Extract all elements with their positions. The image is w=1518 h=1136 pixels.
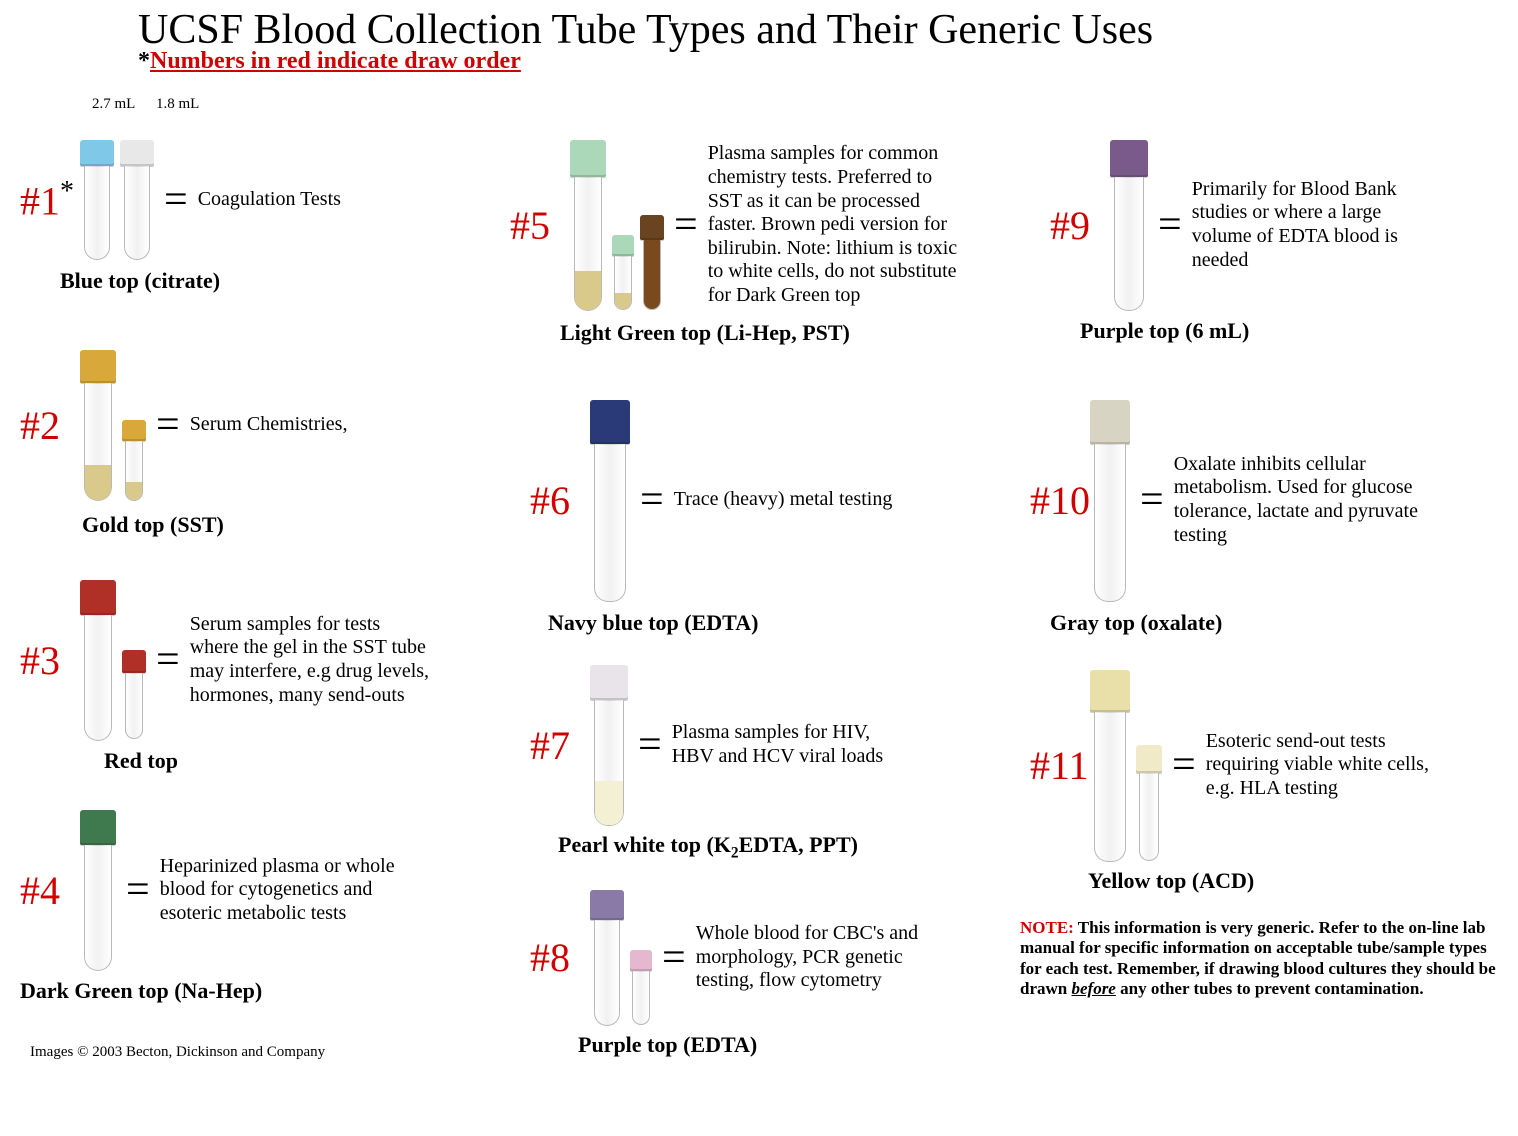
label-10: Gray top (oxalate) xyxy=(1050,610,1222,636)
equals-3: = xyxy=(156,636,180,684)
tube-row-3: #3 = Serum samples for tests where the g… xyxy=(20,580,430,740)
tube-icons-5 xyxy=(570,140,664,310)
draw-order-1: #1* xyxy=(20,176,80,224)
draw-order-4: #4 xyxy=(20,867,80,914)
label-11: Yellow top (ACD) xyxy=(1088,868,1254,894)
page: UCSF Blood Collection Tube Types and The… xyxy=(0,0,1518,1136)
page-title: UCSF Blood Collection Tube Types and The… xyxy=(138,8,1490,52)
label-1: Blue top (citrate) xyxy=(60,268,220,294)
equals-5: = xyxy=(674,201,698,249)
draw-order-11: #11 xyxy=(1030,742,1090,789)
subtitle-star: * xyxy=(138,48,150,75)
desc-8: Whole blood for CBC's and morphology, PC… xyxy=(696,922,936,993)
tube-row-4: #4 = Heparinized plasma or whole blood f… xyxy=(20,810,420,970)
tube-icons-6 xyxy=(590,400,630,600)
tube-row-8: #8 = Whole blood for CBC's and morpholog… xyxy=(530,890,936,1025)
note-body-2: any other tubes to prevent contamination… xyxy=(1116,979,1424,998)
draw-order-3: #3 xyxy=(20,637,80,684)
tube-row-1: #1* = Coagulation Tests xyxy=(20,140,341,260)
ml-label-left: 2.7 mL xyxy=(92,96,135,113)
tube-grid: 2.7 mL 1.8 mL #1* = Coagulation Tests Bl… xyxy=(20,100,1510,1100)
equals-11: = xyxy=(1172,741,1196,789)
draw-order-8: #8 xyxy=(530,934,590,981)
subtitle-text: Numbers in red indicate draw order xyxy=(150,48,521,74)
desc-3: Serum samples for tests where the gel in… xyxy=(190,613,430,707)
tube-row-10: #10 = Oxalate inhibits cellular metaboli… xyxy=(1030,400,1424,600)
label-3: Red top xyxy=(104,748,178,774)
note-emph: before xyxy=(1071,979,1115,998)
tube-row-9: #9 = Primarily for Blood Bank studies or… xyxy=(1050,140,1422,310)
tube-row-7: #7 = Plasma samples for HIV, HBV and HCV… xyxy=(530,665,902,825)
footnote: NOTE: This information is very generic. … xyxy=(1020,918,1500,1000)
copyright: Images © 2003 Becton, Dickinson and Comp… xyxy=(30,1044,325,1061)
label-5: Light Green top (Li-Hep, PST) xyxy=(560,320,850,346)
desc-11: Esoteric send-out tests requiring viable… xyxy=(1206,730,1436,801)
desc-9: Primarily for Blood Bank studies or wher… xyxy=(1192,178,1422,272)
desc-7: Plasma samples for HIV, HBV and HCV vira… xyxy=(672,721,902,768)
label-6: Navy blue top (EDTA) xyxy=(548,610,758,636)
equals-4: = xyxy=(126,866,150,914)
tube-row-2: #2 = Serum Chemistries, xyxy=(20,350,347,500)
tube-icons-10 xyxy=(1090,400,1130,600)
draw-order-7: #7 xyxy=(530,722,590,769)
tube-icons-7 xyxy=(590,665,628,825)
draw-order-6: #6 xyxy=(530,477,590,524)
desc-5: Plasma samples for common chemistry test… xyxy=(708,142,958,307)
desc-2: Serum Chemistries, xyxy=(190,413,348,437)
tube-icons-2 xyxy=(80,350,146,500)
label-7: Pearl white top (K2EDTA, PPT) xyxy=(558,832,858,862)
tube-icons-3 xyxy=(80,580,146,740)
equals-1: = xyxy=(164,176,188,224)
desc-4: Heparinized plasma or whole blood for cy… xyxy=(160,855,420,926)
equals-7: = xyxy=(638,721,662,769)
draw-order-10: #10 xyxy=(1030,477,1090,524)
tube-icons-4 xyxy=(80,810,116,970)
draw-order-5: #5 xyxy=(510,202,570,249)
tube-icons-11 xyxy=(1090,670,1162,860)
equals-10: = xyxy=(1140,476,1164,524)
label-2: Gold top (SST) xyxy=(82,512,224,538)
label-8: Purple top (EDTA) xyxy=(578,1032,757,1058)
ml-label-right: 1.8 mL xyxy=(156,96,199,113)
note-prefix: NOTE: xyxy=(1020,918,1078,937)
equals-6: = xyxy=(640,476,664,524)
tube-icons-9 xyxy=(1110,140,1148,310)
tube-row-5: #5 = Plasma samples for common chemistry… xyxy=(510,140,958,310)
tube-row-6: #6 = Trace (heavy) metal testing xyxy=(530,400,892,600)
draw-order-9: #9 xyxy=(1050,202,1110,249)
tube-row-11: #11 = Esoteric send-out tests requiring … xyxy=(1030,670,1436,860)
desc-1: Coagulation Tests xyxy=(198,188,341,212)
label-4: Dark Green top (Na-Hep) xyxy=(20,978,262,1004)
equals-9: = xyxy=(1158,201,1182,249)
equals-2: = xyxy=(156,401,180,449)
desc-10: Oxalate inhibits cellular metabolism. Us… xyxy=(1174,453,1424,547)
desc-6: Trace (heavy) metal testing xyxy=(674,488,893,512)
label-9: Purple top (6 mL) xyxy=(1080,318,1249,344)
draw-order-2: #2 xyxy=(20,402,80,449)
tube-icons-8 xyxy=(590,890,652,1025)
equals-8: = xyxy=(662,934,686,982)
tube-icons-1 xyxy=(80,140,154,260)
